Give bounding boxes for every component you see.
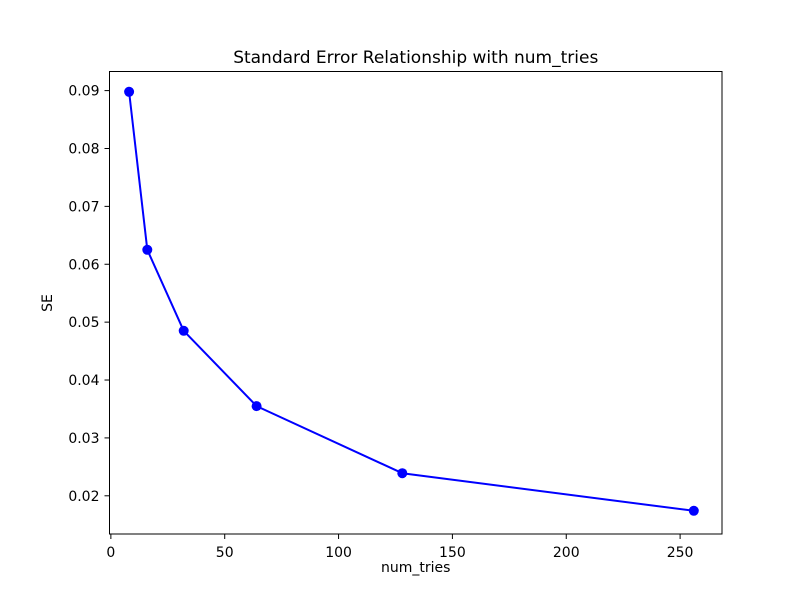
x-axis-label: num_tries: [381, 560, 450, 576]
series-group: [124, 86, 699, 516]
x-tick-label: 100: [325, 545, 352, 561]
y-tick-label: 0.06: [68, 257, 99, 273]
y-tick-label: 0.04: [68, 373, 99, 389]
y-tick-label: 0.03: [68, 431, 99, 447]
y-axis-label: SE: [40, 294, 56, 312]
data-point: [142, 244, 153, 255]
y-tick-label: 0.02: [68, 489, 99, 505]
x-tick-label: 250: [667, 545, 694, 561]
x-tick-label: 50: [216, 545, 234, 561]
y-axis-ticks: 0.02 0.03 0.04 0.05 0.06 0.07 0.08 0.09: [68, 84, 110, 505]
data-point: [178, 325, 189, 336]
x-axis-ticks: 0 50 100 150 200 250: [106, 534, 693, 561]
x-tick-label: 0: [106, 545, 115, 561]
data-point: [251, 401, 262, 412]
x-tick-label: 150: [439, 545, 466, 561]
chart-title: Standard Error Relationship with num_tri…: [233, 48, 598, 68]
x-tick-label: 200: [553, 545, 580, 561]
plot-area: [109, 71, 723, 535]
data-point: [397, 468, 408, 479]
y-tick-label: 0.09: [68, 84, 99, 100]
y-tick-label: 0.05: [68, 315, 99, 331]
y-tick-label: 0.07: [68, 199, 99, 215]
y-tick-label: 0.08: [68, 141, 99, 157]
data-point: [124, 86, 135, 97]
data-point: [688, 505, 699, 516]
se-line: [128, 90, 695, 512]
